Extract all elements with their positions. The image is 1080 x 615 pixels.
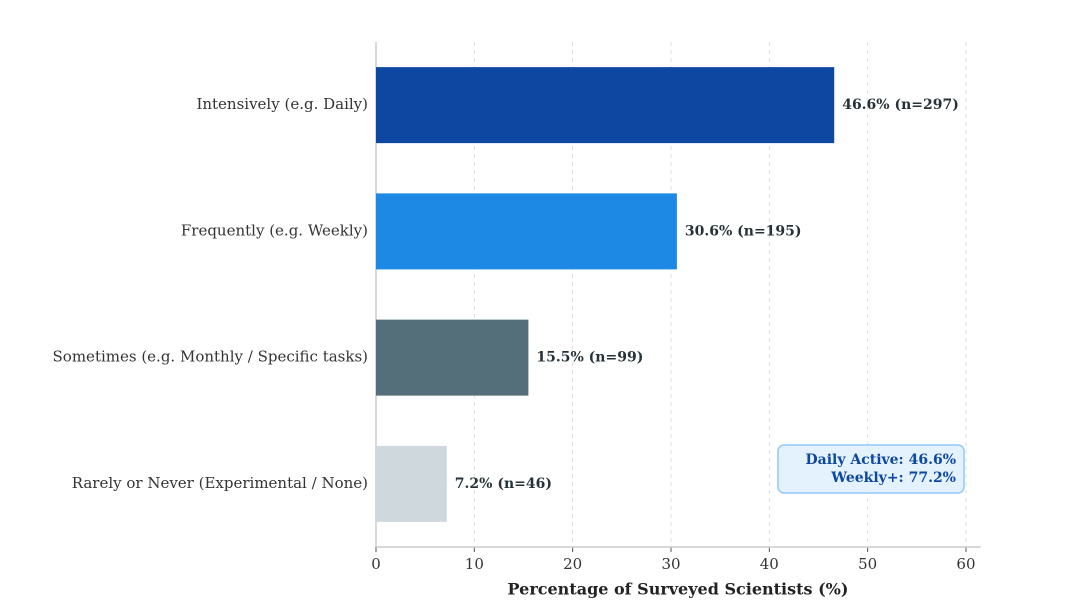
- data-label: 7.2% (n=46): [455, 476, 552, 492]
- data-label: 46.6% (n=297): [842, 97, 959, 113]
- x-tick-label: 60: [956, 555, 975, 573]
- y-tick-label: Rarely or Never (Experimental / None): [72, 474, 368, 492]
- x-tick-label: 20: [563, 555, 582, 573]
- bar: [376, 67, 835, 144]
- x-tick-label: 10: [465, 555, 484, 573]
- x-tick-label: 0: [371, 555, 381, 573]
- bar: [376, 445, 447, 522]
- y-tick-label: Sometimes (e.g. Monthly / Specific tasks…: [53, 348, 368, 366]
- bar: [376, 319, 529, 396]
- x-tick-label: 50: [858, 555, 877, 573]
- y-tick-label: Frequently (e.g. Weekly): [181, 221, 368, 239]
- data-label: 30.6% (n=195): [685, 223, 802, 239]
- annotation-box: [777, 444, 965, 494]
- data-label: 15.5% (n=99): [536, 350, 643, 366]
- x-axis-label: Percentage of Surveyed Scientists (%): [508, 580, 849, 599]
- y-tick-label: Intensively (e.g. Daily): [196, 95, 368, 113]
- x-tick-label: 30: [661, 555, 680, 573]
- bar: [376, 193, 677, 270]
- annotation-text: Weekly+: 77.2%: [830, 470, 956, 486]
- x-tick-label: 40: [760, 555, 779, 573]
- annotation-text: Daily Active: 46.6%: [805, 452, 956, 468]
